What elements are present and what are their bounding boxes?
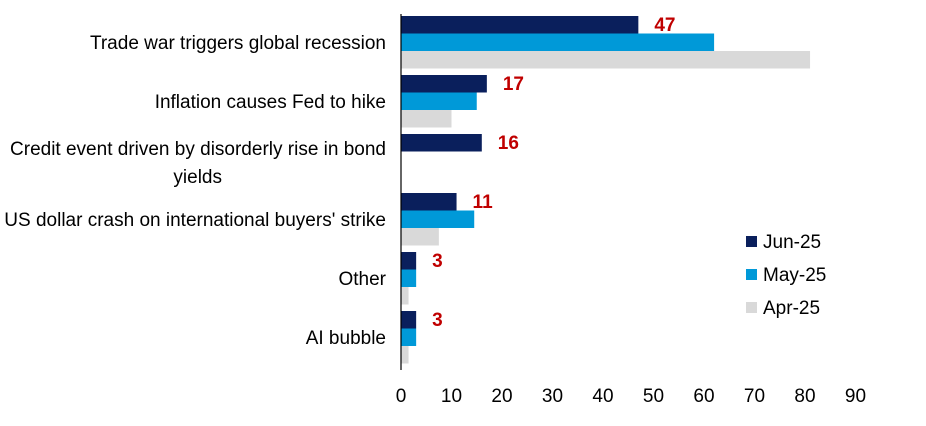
data-label-4: 3 bbox=[432, 251, 443, 272]
x-tick-label-30: 30 bbox=[542, 386, 563, 407]
data-label-0: 47 bbox=[654, 15, 675, 36]
bar-apr-25-4 bbox=[401, 287, 409, 305]
bar-jun-25-3 bbox=[401, 193, 457, 211]
bar-may-25-3 bbox=[401, 210, 475, 228]
category-label-0: Trade war triggers global recession bbox=[90, 33, 386, 54]
bar-apr-25-3 bbox=[401, 228, 439, 246]
category-label-line: Inflation causes Fed to hike bbox=[155, 92, 386, 113]
x-tick-label-60: 60 bbox=[693, 386, 714, 407]
x-tick-label-40: 40 bbox=[592, 386, 613, 407]
bar-may-25-4 bbox=[401, 269, 417, 287]
bar-jun-25-4 bbox=[401, 252, 417, 270]
category-labels-layer: Trade war triggers global recession Infla… bbox=[4, 33, 386, 349]
legend-label-may-25: May-25 bbox=[763, 265, 826, 286]
legend-label-apr-25: Apr-25 bbox=[763, 298, 820, 319]
bar-may-25-0 bbox=[401, 33, 715, 51]
x-tick-label-90: 90 bbox=[845, 386, 866, 407]
bars-layer bbox=[401, 16, 811, 364]
x-tick-label-20: 20 bbox=[491, 386, 512, 407]
x-tick-label-0: 0 bbox=[396, 386, 407, 407]
data-label-2: 16 bbox=[498, 133, 519, 154]
category-label-3: US dollar crash on international buyers'… bbox=[4, 210, 386, 231]
x-tick-label-70: 70 bbox=[744, 386, 765, 407]
category-label-4: Other bbox=[338, 269, 386, 290]
x-tick-label-10: 10 bbox=[441, 386, 462, 407]
category-label-5: AI bubble bbox=[306, 328, 386, 349]
bar-apr-25-5 bbox=[401, 346, 409, 364]
legend: Jun-25 May-25 Apr-25 bbox=[746, 232, 826, 319]
data-label-1: 17 bbox=[503, 74, 524, 95]
x-tick-label-50: 50 bbox=[643, 386, 664, 407]
data-labels-layer: 47 17 16 11 3 3 bbox=[432, 15, 675, 331]
category-label-line: US dollar crash on international buyers'… bbox=[4, 210, 386, 231]
legend-swatch-may-25 bbox=[746, 269, 757, 280]
legend-swatch-jun-25 bbox=[746, 236, 757, 247]
bar-apr-25-1 bbox=[401, 110, 452, 128]
category-label-2: Credit event driven by disorderly rise i… bbox=[10, 139, 386, 188]
category-label-line: Other bbox=[338, 269, 386, 290]
x-axis-tick-labels: 0 10 20 30 40 50 60 70 80 90 bbox=[396, 386, 866, 407]
bar-jun-25-2 bbox=[401, 134, 482, 152]
bar-jun-25-5 bbox=[401, 311, 417, 329]
bar-jun-25-1 bbox=[401, 75, 487, 93]
data-label-3: 11 bbox=[473, 192, 494, 213]
bar-may-25-1 bbox=[401, 92, 477, 110]
legend-swatch-apr-25 bbox=[746, 302, 757, 313]
category-label-line: AI bubble bbox=[306, 328, 386, 349]
category-label-line: yields bbox=[173, 167, 222, 188]
bar-apr-25-0 bbox=[401, 51, 811, 69]
data-label-5: 3 bbox=[432, 310, 443, 331]
category-label-line: Trade war triggers global recession bbox=[90, 33, 386, 54]
category-label-line: Credit event driven by disorderly rise i… bbox=[10, 139, 386, 160]
x-tick-label-80: 80 bbox=[794, 386, 815, 407]
legend-label-jun-25: Jun-25 bbox=[763, 232, 821, 253]
bar-jun-25-0 bbox=[401, 16, 639, 34]
category-label-1: Inflation causes Fed to hike bbox=[155, 92, 386, 113]
bar-may-25-5 bbox=[401, 328, 417, 346]
